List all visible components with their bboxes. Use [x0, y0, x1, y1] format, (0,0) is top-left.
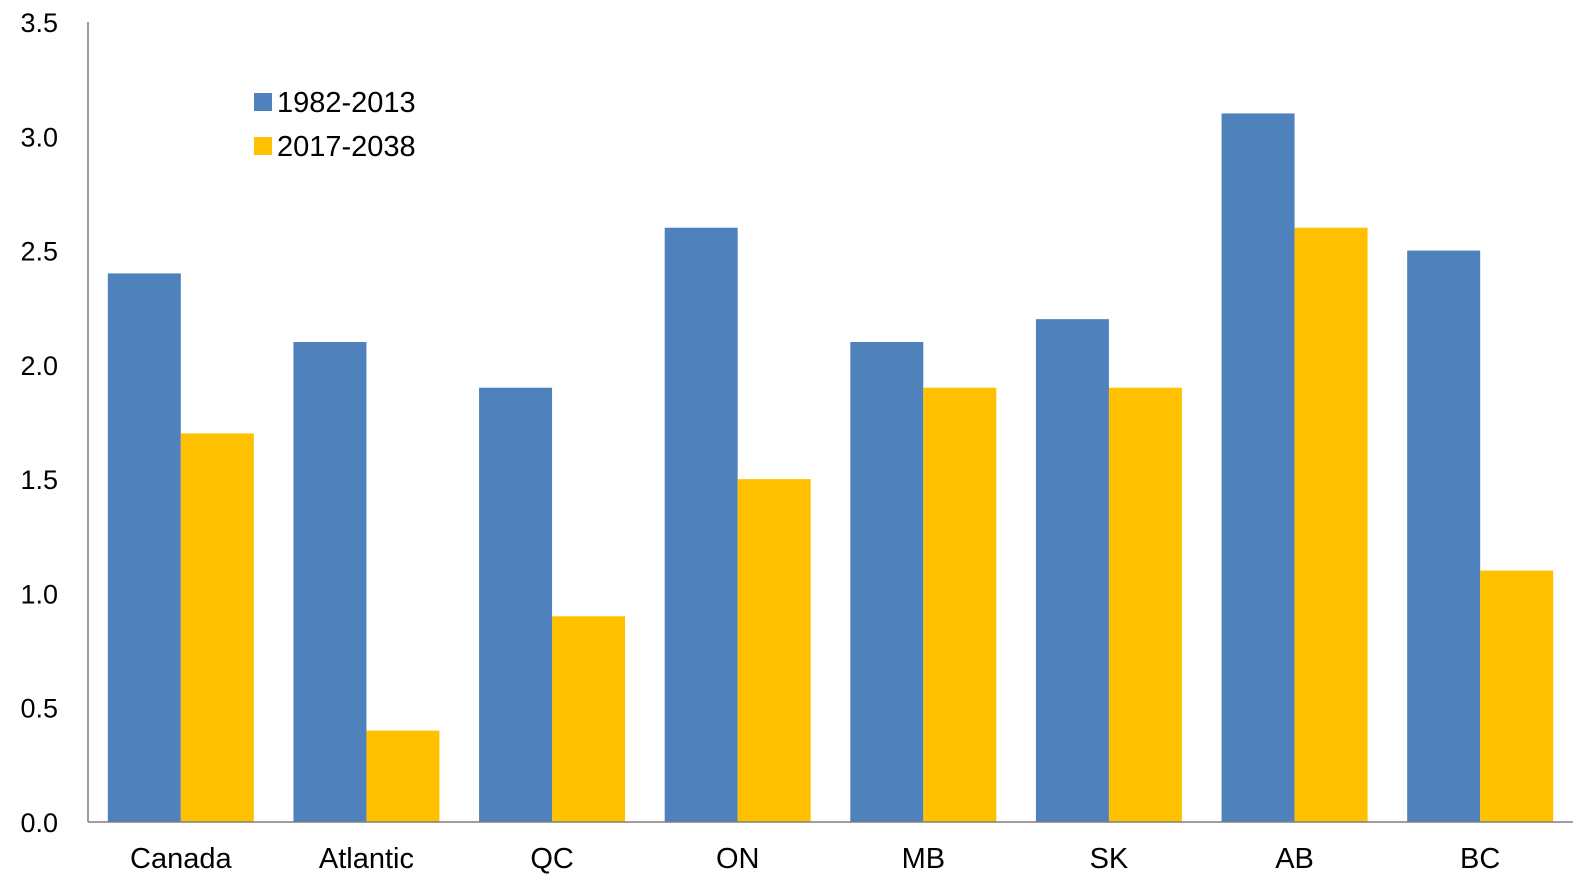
- x-category-label: AB: [1275, 843, 1314, 875]
- legend-label: 1982-2013: [277, 87, 416, 119]
- y-tick-label: 2.5: [20, 237, 58, 267]
- bar-bc-series-2: [1480, 570, 1554, 822]
- bar-bc-series-1: [1407, 250, 1481, 823]
- x-axis-labels: Canada Atlantic QC ON MB SK AB BC: [130, 843, 1500, 875]
- y-axis-ticks: 0.0 0.5 1.0 1.5 2.0 2.5 3.0 3.5: [20, 8, 58, 838]
- axes: [87, 22, 1573, 823]
- legend: 1982-2013 2017-2038: [254, 87, 416, 163]
- bar-ab-series-2: [1294, 227, 1368, 822]
- bar-canada-series-1: [107, 273, 181, 822]
- legend-swatch: [254, 93, 272, 111]
- bar-atlantic-series-1: [293, 342, 367, 822]
- bar-canada-series-2: [180, 433, 254, 822]
- bars-group: [107, 113, 1554, 823]
- y-tick-label: 1.5: [20, 465, 58, 495]
- y-tick-label: 3.0: [20, 122, 58, 152]
- bar-ab-series-1: [1221, 113, 1295, 822]
- y-tick-label: 0.0: [20, 808, 58, 838]
- y-tick-label: 3.5: [20, 8, 58, 38]
- y-tick-label: 1.0: [20, 579, 58, 609]
- x-category-label: Canada: [130, 843, 232, 875]
- bar-on-series-1: [664, 227, 738, 822]
- legend-label: 2017-2038: [277, 131, 416, 163]
- bar-mb-series-2: [923, 387, 997, 822]
- legend-swatch: [254, 137, 272, 155]
- bar-sk-series-2: [1108, 387, 1182, 822]
- y-tick-label: 2.0: [20, 351, 58, 381]
- x-category-label: QC: [530, 843, 574, 875]
- x-category-label: SK: [1090, 843, 1129, 875]
- y-tick-label: 0.5: [20, 694, 58, 724]
- x-category-label: BC: [1460, 843, 1500, 875]
- bar-atlantic-series-2: [366, 730, 440, 822]
- x-category-label: Atlantic: [319, 843, 414, 875]
- bar-mb-series-1: [850, 342, 924, 822]
- x-category-label: ON: [716, 843, 760, 875]
- bar-on-series-2: [737, 479, 811, 822]
- x-category-label: MB: [902, 843, 946, 875]
- bar-sk-series-1: [1035, 319, 1109, 822]
- bar-qc-series-1: [479, 387, 553, 822]
- bar-qc-series-2: [552, 616, 626, 822]
